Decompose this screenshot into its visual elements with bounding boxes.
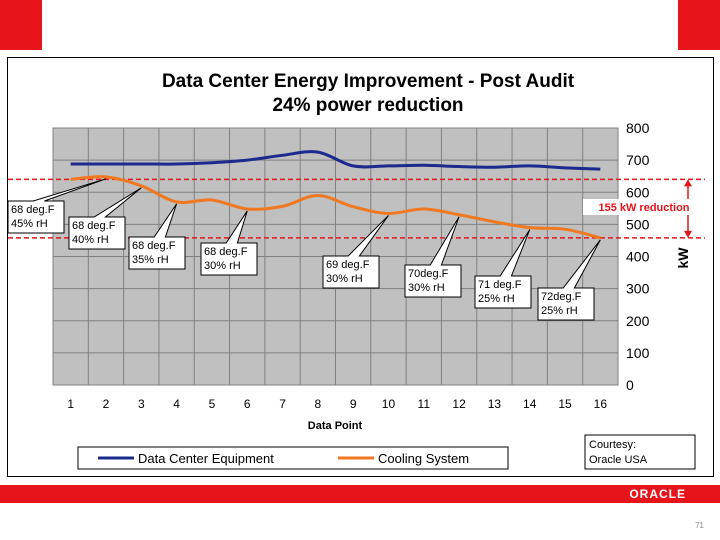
courtesy-line-2: Oracle USA [589,454,648,466]
y-tick-label: 200 [626,313,650,329]
callout-text: 69 deg.F [326,259,370,271]
courtesy-box [584,434,696,470]
reduction-arrow-head-down [684,230,692,238]
series-line [70,175,601,240]
y-tick-label: 0 [626,377,634,393]
callout-text: 70deg.F [408,268,449,280]
callout-text: 40% rH [72,234,109,246]
callout-text: 71 deg.F [478,279,522,291]
callout-box [404,216,462,298]
x-tick-label: 16 [594,397,608,411]
callout-text: 68 deg.F [11,204,55,216]
page-number: 71 [695,521,704,530]
callout-box [7,178,107,234]
courtesy-note: Courtesy: Oracle USA [584,434,696,470]
x-tick-label: 6 [244,397,251,411]
legend: Data Center Equipment Cooling System [77,446,509,470]
x-tick-label: 12 [452,397,466,411]
callout-text: 72deg.F [541,291,582,303]
x-tick-label: 14 [523,397,537,411]
x-tick-label: 3 [138,397,145,411]
chart-subtitle: 24% power reduction [272,95,463,116]
y-tick-label: 400 [626,249,650,265]
legend-label-equipment: Data Center Equipment [138,451,274,466]
callout-box [322,215,389,289]
y-tick-label: 500 [626,216,650,232]
callout-text: 35% rH [132,254,169,266]
callout-text: 68 deg.F [132,240,176,252]
x-tick-label: 7 [279,397,286,411]
x-tick-label: 5 [209,397,216,411]
x-tick-label: 1 [67,397,74,411]
reduction-arrow-head-up [684,179,692,187]
corner-block-right [678,0,720,50]
y-axis-label: kW [675,247,691,269]
x-axis-label: Data Point [308,420,363,432]
x-tick-label: 11 [418,397,431,411]
x-tick-label: 4 [173,397,180,411]
legend-box [77,446,509,470]
y-tick-label: 700 [626,152,650,168]
callout-text: 25% rH [478,293,515,305]
x-tick-label: 13 [488,397,502,411]
callout-box [128,203,186,270]
oracle-logo: ORACLE [629,487,686,501]
callout-text: 30% rH [408,282,445,294]
x-tick-label: 2 [103,397,110,411]
y-tick-label: 800 [626,120,650,136]
callout-box [68,187,142,250]
y-tick-label: 300 [626,281,650,297]
y-tick-label: 100 [626,345,650,361]
callout-text: 30% rH [326,273,363,285]
corner-block-left [0,0,42,50]
callout-box [537,239,601,321]
x-tick-label: 8 [315,397,322,411]
line-chart: Data Center Energy Improvement - Post Au… [7,71,705,470]
callout-text: 25% rH [541,305,578,317]
callout-box [474,229,532,309]
callout-text: 68 deg.F [204,246,248,258]
chart-frame: Data Center Energy Improvement - Post Au… [7,57,714,477]
courtesy-line-1: Courtesy: [589,439,636,451]
x-tick-label: 15 [558,397,572,411]
chart-title: Data Center Energy Improvement - Post Au… [162,71,575,92]
legend-label-cooling: Cooling System [378,451,469,466]
x-tick-label: 9 [350,397,357,411]
callout-text: 30% rH [204,260,241,272]
footer-bar [0,485,720,503]
reduction-label: 155 kW reduction [598,202,689,214]
y-tick-label: 600 [626,184,650,200]
reduction-label-box [583,199,705,215]
callout-text: 68 deg.F [72,220,116,232]
series-line [70,150,601,171]
x-tick-label: 10 [382,397,396,411]
callout-text: 45% rH [11,218,48,230]
callout-box [200,210,258,276]
